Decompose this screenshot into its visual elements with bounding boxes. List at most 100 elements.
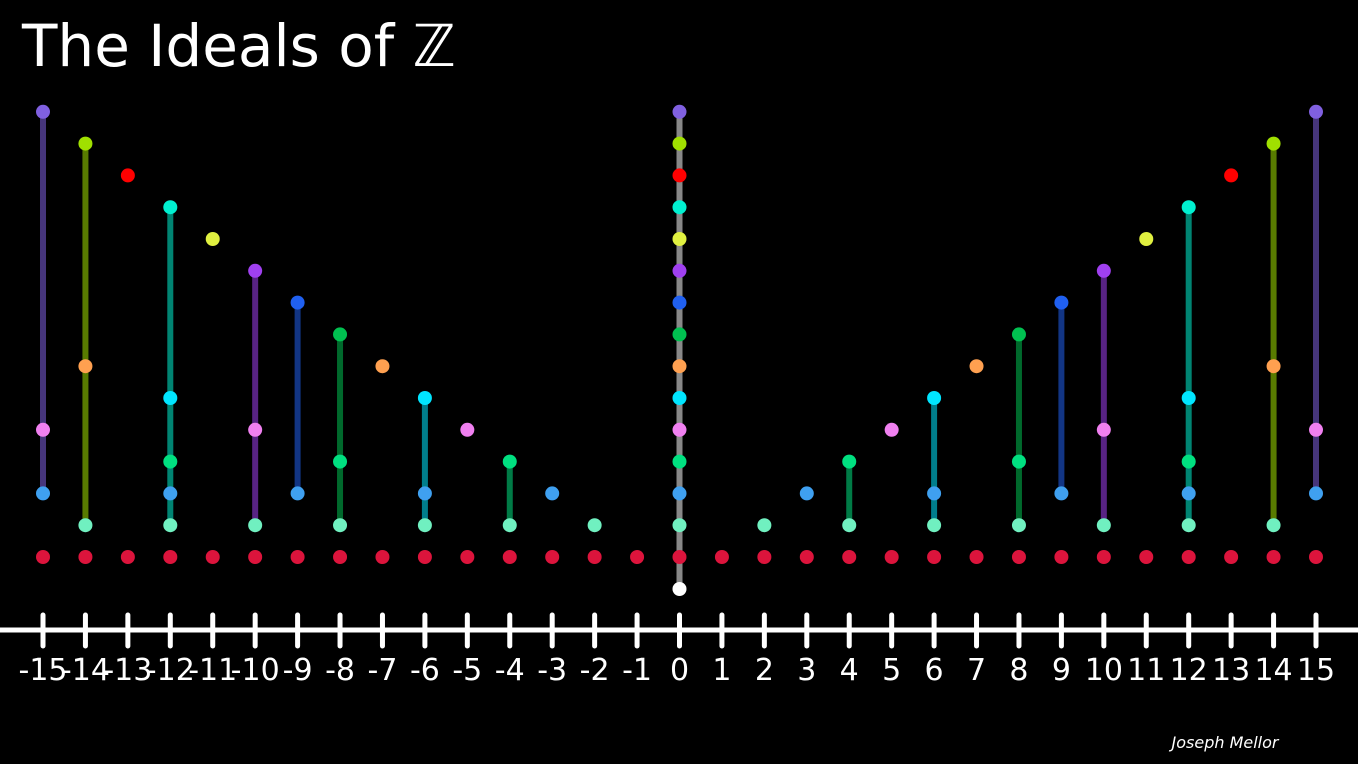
ideal-dot <box>1181 391 1196 405</box>
ideal-dot <box>884 550 899 564</box>
ideal-dot <box>502 550 517 564</box>
ideal-dot <box>205 550 220 564</box>
tick-label: 6 <box>925 653 944 688</box>
ideal-dot <box>1181 454 1196 469</box>
ideal-dot <box>672 391 687 405</box>
tick-label: -5 <box>452 653 482 688</box>
ideal-dot <box>163 454 178 469</box>
tick-label: -9 <box>283 653 313 688</box>
ideal-dot <box>842 550 857 564</box>
ideal-dot <box>1309 550 1323 564</box>
tick-label: 4 <box>840 653 859 688</box>
axis: -15-14-13-12-11-10 -9 -8 -7 -6 -5 -4 -3 -2 -1 0 1 2 3… <box>19 612 1335 688</box>
ideal-dot <box>545 550 560 564</box>
tick-label: -8 <box>325 653 355 688</box>
ideal-dot <box>205 232 220 246</box>
ideal-dot <box>672 518 687 533</box>
ideal-dot <box>36 422 50 437</box>
tick-label: -14 <box>61 653 110 688</box>
ideal-dot <box>417 518 432 533</box>
ideal-dot <box>1181 518 1196 533</box>
ideal-dot <box>672 359 687 374</box>
tick-label: 2 <box>755 653 774 688</box>
title: The Ideals of ℤ <box>21 12 456 80</box>
tick-label: 3 <box>797 653 816 688</box>
ideal-dot <box>672 263 687 278</box>
ideal-dot <box>1181 200 1196 215</box>
ideal-dot <box>1309 422 1323 437</box>
ideal-dot <box>672 486 687 501</box>
ideal-dot <box>672 422 687 437</box>
ideal-dot <box>1011 327 1026 342</box>
ideal-dot <box>460 422 475 437</box>
ideal-dot <box>757 550 772 564</box>
ideal-dot <box>417 391 432 405</box>
ideal-dot <box>884 422 899 437</box>
ideal-dot <box>163 391 178 405</box>
ideal-dot <box>78 136 93 151</box>
ideal-dot <box>672 327 687 342</box>
ideal-dot <box>333 454 348 469</box>
ideal-dot <box>375 550 390 564</box>
ideal-dot <box>1096 550 1111 564</box>
ideal-dot <box>1224 168 1239 183</box>
tick-label: 5 <box>882 653 901 688</box>
ideal-dot <box>672 550 687 564</box>
tick-label: 0 <box>670 653 689 688</box>
tick-label: 13 <box>1212 653 1250 688</box>
ideal-dot <box>1224 550 1239 564</box>
tick-label: 9 <box>1052 653 1071 688</box>
ideal-dot <box>163 200 178 215</box>
ideal-dot <box>927 486 942 501</box>
ideal-dot <box>248 550 263 564</box>
tick-label: 8 <box>1009 653 1028 688</box>
ideal-dot <box>1309 486 1323 501</box>
tick-label: -7 <box>368 653 398 688</box>
ideal-dot <box>672 168 687 183</box>
tick-label: 7 <box>967 653 986 688</box>
ideal-dot <box>630 550 645 564</box>
ideal-dot <box>163 518 178 533</box>
ideal-dot <box>672 104 687 119</box>
ideal-dot <box>1096 263 1111 278</box>
ideal-dot <box>799 550 814 564</box>
tick-label: -4 <box>495 653 525 688</box>
ideal-dot <box>248 263 263 278</box>
tick-label: -15 <box>19 653 68 688</box>
ideal-dot <box>672 454 687 469</box>
ideal-dot <box>290 550 305 564</box>
author: Joseph Mellor <box>1169 733 1280 752</box>
ideal-dot <box>1139 232 1154 246</box>
ideal-dot <box>248 518 263 533</box>
ideal-dot <box>78 518 93 533</box>
connectors <box>40 111 1319 589</box>
ideal-dot <box>36 104 50 119</box>
ideal-dot <box>672 232 687 246</box>
ideal-dot <box>799 486 814 501</box>
ideal-dot <box>78 550 93 564</box>
ideal-dot <box>1011 518 1026 533</box>
ideal-dot <box>714 550 729 564</box>
ideal-dot <box>672 200 687 215</box>
ideal-dot <box>333 327 348 342</box>
ideal-dot <box>1181 550 1196 564</box>
ideal-dot <box>672 136 687 151</box>
ideal-dot <box>969 550 984 564</box>
ideal-dot <box>842 454 857 469</box>
ideal-dot <box>672 295 687 310</box>
ideal-dot <box>120 168 135 183</box>
ideal-dot <box>460 550 475 564</box>
tick-label: -11 <box>188 653 237 688</box>
ideal-dot <box>545 486 560 501</box>
ideal-dot <box>248 422 263 437</box>
ideal-dot <box>757 518 772 533</box>
ideal-dot <box>120 550 135 564</box>
ideal-dot <box>1266 518 1281 533</box>
ideal-dot <box>1309 104 1323 119</box>
ideal-dot <box>333 518 348 533</box>
tick-label: 12 <box>1170 653 1208 688</box>
ideal-dot <box>672 582 687 596</box>
ideal-dot <box>290 486 305 501</box>
ideal-dot <box>1266 550 1281 564</box>
